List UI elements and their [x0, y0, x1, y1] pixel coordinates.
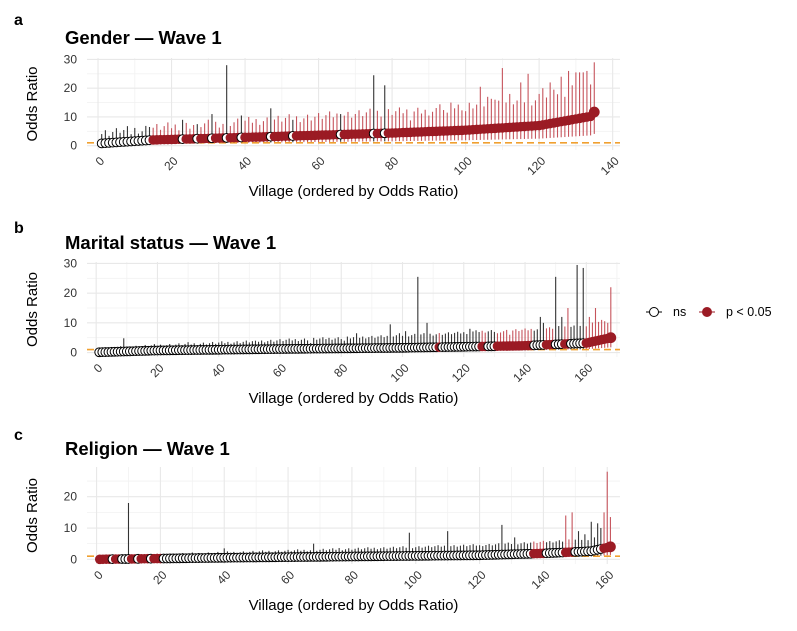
panel-title: Marital status — Wave 1 [65, 232, 276, 253]
legend-sig-label: p < 0.05 [726, 305, 772, 319]
x-tick-label: 20 [161, 154, 181, 174]
x-tick-label: 60 [278, 568, 298, 588]
y-axis-title: Odds Ratio [24, 66, 41, 141]
panel-religion: c Religion — Wave 1 0 20 40 60 80 100 120 140 160 0… [14, 427, 620, 614]
points [96, 106, 600, 149]
legend-ns-marker [649, 307, 659, 317]
panel-letter: b [14, 220, 24, 237]
y-tick-label: 0 [70, 346, 77, 360]
x-tick-label: 60 [270, 361, 290, 381]
y-axis-title: Odds Ratio [24, 272, 41, 347]
x-tick-label: 20 [150, 568, 170, 588]
panel-title: Gender — Wave 1 [65, 27, 222, 48]
points [94, 332, 617, 358]
y-tick-label: 20 [64, 286, 78, 300]
x-tick-label: 60 [308, 154, 328, 174]
x-tick-label: 100 [401, 568, 425, 592]
panel-title: Religion — Wave 1 [65, 438, 230, 459]
legend-ns-label: ns [673, 305, 686, 319]
x-tick-label: 120 [449, 361, 473, 385]
panel-letter: c [14, 427, 23, 444]
error-bars [99, 471, 611, 560]
y-tick-label: 10 [64, 521, 78, 535]
x-axis-title: Village (ordered by Odds Ratio) [249, 390, 459, 407]
x-tick-label: 0 [93, 154, 108, 169]
x-tick-label: 100 [451, 154, 475, 178]
y-tick-label: 20 [64, 81, 78, 95]
x-tick-label: 80 [382, 154, 402, 174]
x-axis-title: Village (ordered by Odds Ratio) [249, 597, 459, 614]
y-tick-label: 0 [70, 552, 77, 566]
x-axis-title: Village (ordered by Odds Ratio) [249, 183, 459, 200]
x-tick-label: 40 [209, 361, 229, 381]
x-tick-label: 100 [388, 361, 412, 385]
y-tick-label: 10 [64, 316, 78, 330]
x-tick-label: 80 [331, 361, 351, 381]
panel-letter: a [14, 12, 23, 29]
y-axis-title: Odds Ratio [24, 478, 41, 553]
y-tick-label: 30 [64, 256, 78, 270]
data-point-significant [605, 332, 617, 344]
x-tick-label: 0 [91, 361, 106, 376]
points [94, 541, 616, 565]
x-tick-label: 160 [571, 361, 595, 385]
x-tick-label: 120 [465, 568, 489, 592]
x-tick-label: 0 [91, 568, 106, 583]
legend: ns p < 0.05 [646, 305, 772, 319]
y-tick-label: 10 [64, 110, 78, 124]
data-point-significant [588, 106, 600, 118]
data-point-significant [605, 541, 616, 553]
x-tick-label: 20 [147, 361, 167, 381]
x-tick-label: 80 [342, 568, 362, 588]
panel-gender: a Gender — Wave 1 0 20 40 60 80 100 120 140 0 10 20 3… [14, 12, 622, 200]
x-tick-label: 140 [529, 568, 553, 592]
y-tick-label: 30 [64, 52, 78, 66]
x-tick-label: 120 [524, 154, 548, 178]
legend-sig-marker [702, 307, 712, 317]
x-tick-label: 140 [510, 361, 534, 385]
x-tick-label: 40 [214, 568, 234, 588]
y-tick-label: 0 [70, 139, 77, 153]
y-tick-label: 20 [64, 490, 78, 504]
x-tick-label: 140 [598, 154, 622, 178]
x-tick-label: 40 [235, 154, 255, 174]
x-tick-label: 160 [592, 568, 616, 592]
